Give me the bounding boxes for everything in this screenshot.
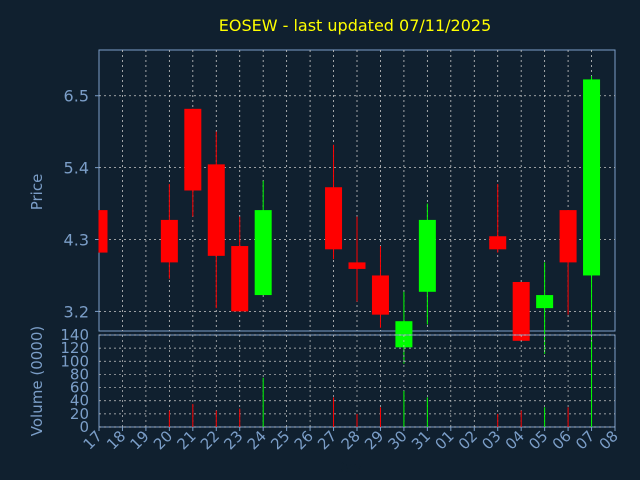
x-tick-label: 02 [455,427,481,453]
x-tick-label: 29 [361,427,387,453]
candle-body [489,236,507,250]
volume-tick-label: 140 [60,326,89,344]
candle-body [418,219,436,292]
candle-body [254,210,272,296]
candle-body [583,79,601,276]
candle-body [559,210,577,263]
x-tick-label: 06 [549,427,575,453]
candle-body [512,281,530,341]
price-tick-label: 6.5 [64,87,89,106]
volume-axis-label: Volume (0000) [28,326,46,436]
x-tick-label: 20 [150,427,176,453]
candle-body [325,187,343,250]
price-axis-label: Price [28,174,46,211]
price-tick-label: 4.3 [64,231,89,250]
x-tick-label: 26 [291,427,317,453]
x-tick-label: 23 [220,427,246,453]
volume-tick-label: 40 [70,392,89,410]
candle-body [160,219,178,263]
price-panel: 3.2 4.3 5.4 6.5 [64,49,616,364]
candle-body [184,108,202,191]
price-tick-label: 3.2 [64,302,89,321]
candle-body [99,210,108,253]
volume-tick-label: 0 [79,418,89,436]
x-axis-label: Day [334,460,362,476]
x-tick-label: 01 [431,427,457,453]
x-tick-label: 28 [338,427,364,453]
chart-title: EOSEW - last updated 07/11/2025 [219,16,492,35]
volume-tick-label: 100 [60,352,89,370]
volume-tick-label: 60 [70,379,89,397]
x-tick-label: 27 [314,427,340,453]
x-tick-label: 24 [244,427,270,453]
x-tick-label: 30 [385,427,411,453]
x-tick-label: 08 [596,427,622,453]
x-tick-label: 25 [267,427,293,453]
x-tick-label: 22 [197,427,223,453]
volume-tick-label: 20 [70,405,89,423]
x-tick-label: 19 [127,427,153,453]
candle-body [371,275,389,315]
candle-body [231,246,249,312]
x-tick-label: 05 [525,427,551,453]
candle-body [536,295,554,309]
x-tick-label: 21 [173,427,199,453]
volume-tick-label: 80 [70,365,89,383]
x-tick-label: 04 [502,427,528,453]
x-tick-labels: 1718192021222324252627282930310102030405… [80,427,622,453]
candle-body [207,164,225,256]
x-tick-label: 03 [478,427,504,453]
candle-body [395,321,413,348]
candle-body [348,262,366,269]
volume-tick-label: 120 [60,339,89,357]
price-tick-label: 5.4 [64,159,89,178]
x-tick-label: 07 [572,427,598,453]
x-tick-label: 31 [408,427,434,453]
x-tick-label: 18 [103,427,129,453]
